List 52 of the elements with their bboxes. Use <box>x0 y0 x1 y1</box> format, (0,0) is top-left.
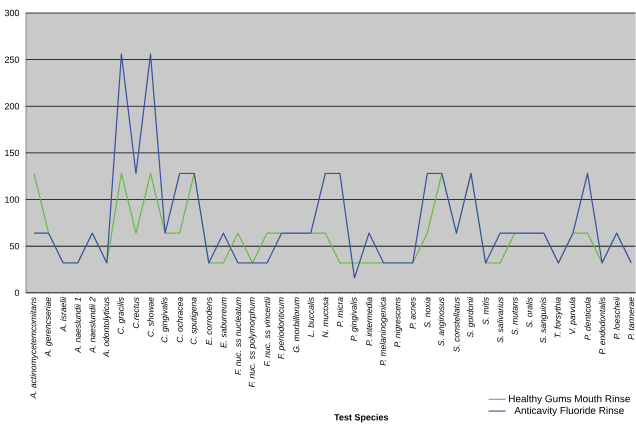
x-tick-label: A. actinomycetemcomitans <box>30 297 38 400</box>
legend-label: Anticavity Fluoride Rinse <box>514 406 624 416</box>
x-tick-label: V. parvula <box>569 297 577 334</box>
x-tick-label: E. saburreum <box>220 298 226 348</box>
x-tick-label: F. nuc. ss polymorphum <box>248 298 256 388</box>
x-tick-label: T. forsythia <box>554 297 562 338</box>
x-tick-label: S. mitis <box>482 297 489 325</box>
x-tick-label: P. endodontalis <box>598 297 606 354</box>
x-tick-label: C. gingivalis <box>161 297 170 342</box>
legend-label: Healthy Gums Mouth Rinse <box>509 395 630 404</box>
x-tick-label: A. gerencseriae <box>44 297 53 358</box>
x-tick-label: L. buccalis <box>308 297 314 338</box>
x-tick-label: E. corrodens <box>206 297 212 346</box>
x-tick-label: S. noxia <box>424 297 430 328</box>
x-tick-label: F. periodonticum <box>278 298 286 360</box>
x-tick-label: S. sanguinis <box>540 297 548 344</box>
x-tick-label: G. morbillorum <box>293 298 300 352</box>
x-tick-label: P. denticola <box>584 297 591 340</box>
x-tick-label: A. naeslundii 2 <box>89 297 96 354</box>
x-tick-label: F. nuc. ss vincentii <box>264 296 270 366</box>
x-tick-label: P. acnes <box>410 297 416 329</box>
x-tick-label: P. loescheii <box>614 296 620 340</box>
x-tick-label: S. gordonii <box>467 296 475 338</box>
x-tick-label: S. mutans <box>512 297 518 336</box>
y-tick-label: 50 <box>10 243 20 250</box>
x-tick-label: C. showae <box>147 297 154 337</box>
x-tick-label: P. nigrescens <box>394 297 402 348</box>
x-tick-label: S. anginosus <box>438 297 446 346</box>
y-tick-label: 250 <box>4 56 20 63</box>
x-tick-label: N. mucosa <box>322 297 328 338</box>
x-tick-label: S. oralis <box>526 297 532 328</box>
x-tick-label: P. gingivalis <box>350 297 358 342</box>
x-tick-label: P. melaninogenica <box>380 297 388 366</box>
x-tick-label: P. intermedia <box>366 297 372 346</box>
y-tick-label: 300 <box>4 10 20 16</box>
x-tick-label: C. ochracea <box>176 297 183 342</box>
y-tick-label: 200 <box>4 103 20 110</box>
y-tick-label: 0 <box>14 290 20 296</box>
x-tick-label: S. salivarius <box>497 297 504 343</box>
x-axis-title: Test Species <box>334 414 388 422</box>
x-tick-label: A. naeslundii 1 <box>74 298 81 354</box>
x-tick-label: C.rectus <box>132 297 139 328</box>
x-tick-label: A. odontolyticus <box>102 297 111 358</box>
x-tick-label: F. nuc. ss nucleatum <box>234 298 242 375</box>
x-tick-label: P. micra <box>336 297 344 327</box>
x-tick-label: A. israelii <box>60 296 66 332</box>
y-tick-label: 100 <box>5 196 20 203</box>
y-tick-label: 150 <box>5 150 20 156</box>
x-tick-label: C. sputigena <box>190 297 198 344</box>
x-tick-label: P. tannerae <box>628 297 634 340</box>
x-tick-label: C. gracilis <box>117 297 126 334</box>
x-tick-label: S. constellatus <box>453 297 460 352</box>
